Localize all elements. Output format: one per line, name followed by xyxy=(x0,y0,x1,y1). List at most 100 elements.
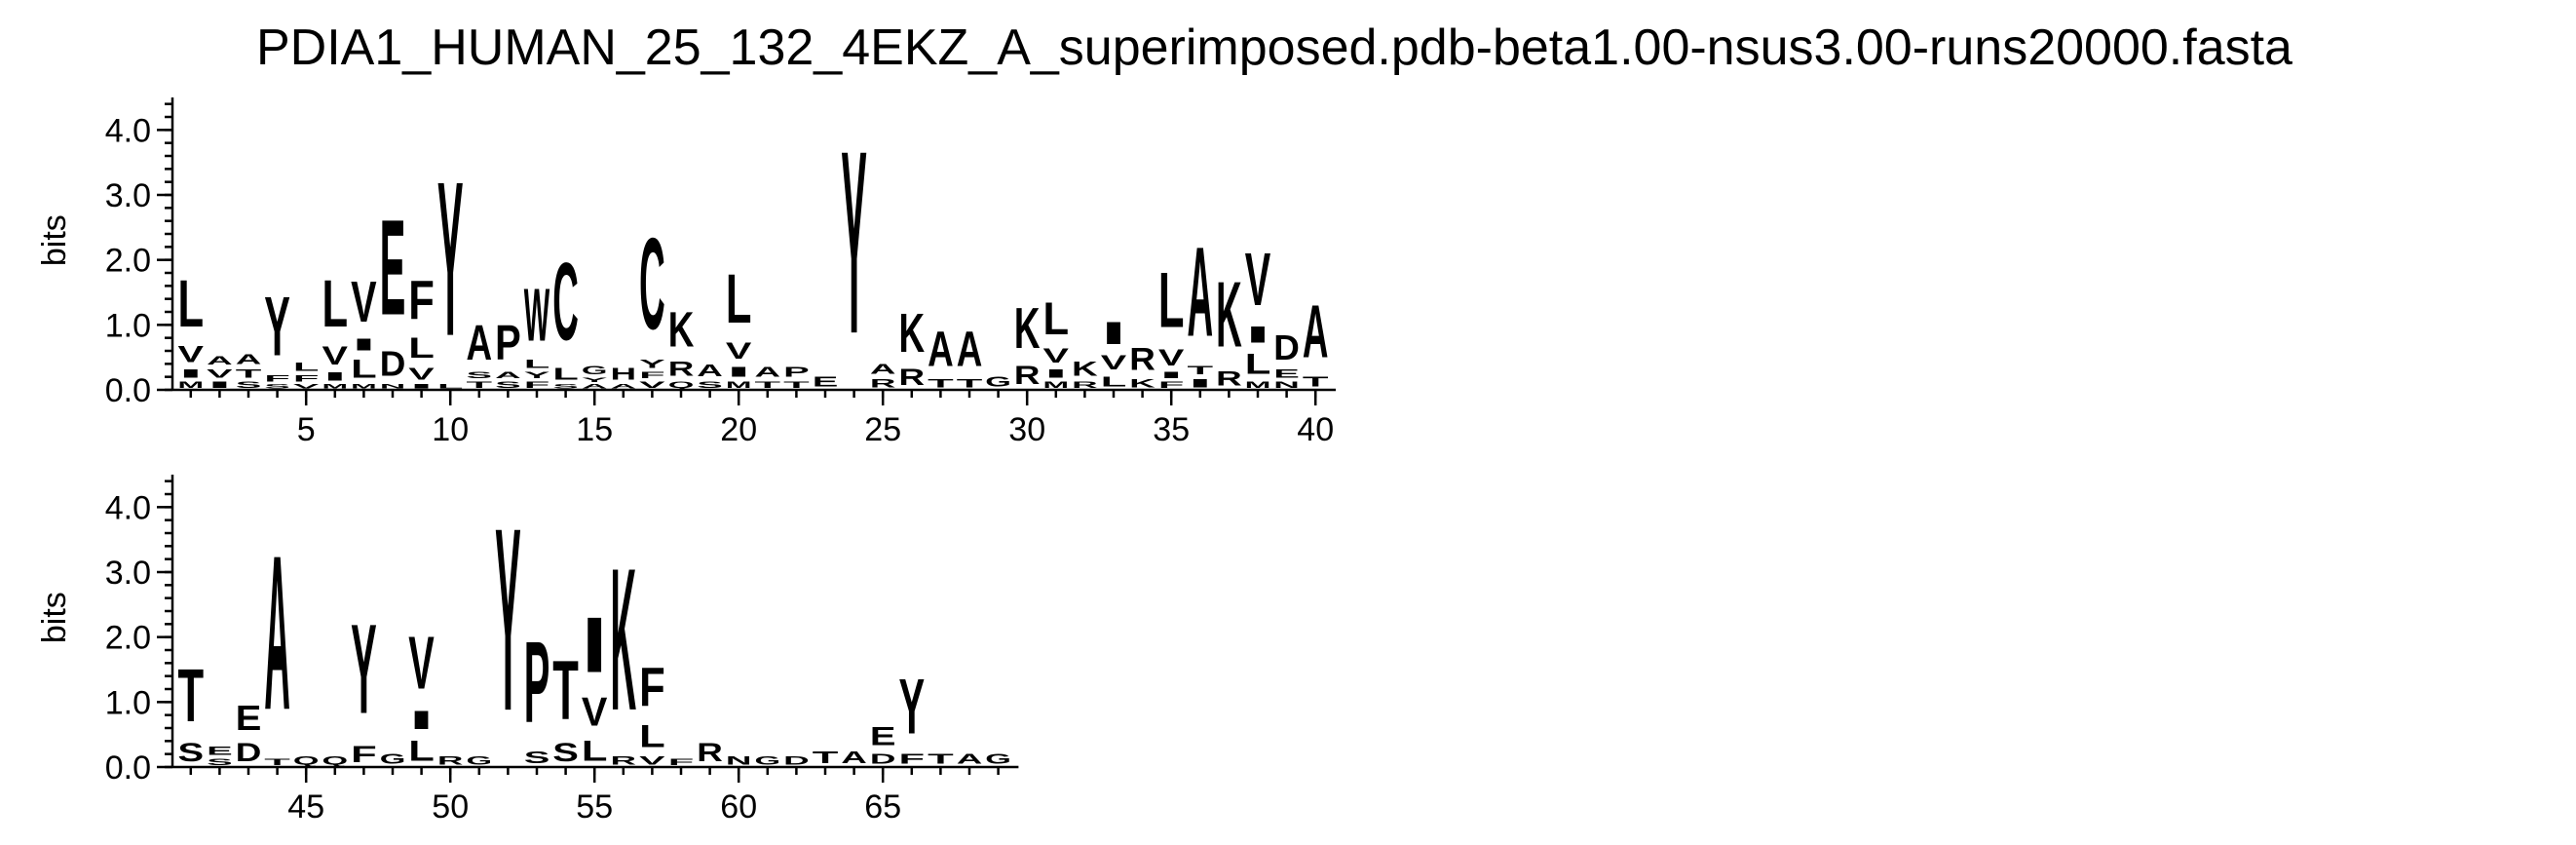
residue-letter-E: E xyxy=(813,374,839,390)
x-tick-label: 60 xyxy=(720,788,757,826)
residue-letter-K: K xyxy=(611,526,637,753)
residue-stack-56: RK xyxy=(611,526,637,767)
residue-letter-T: T xyxy=(755,380,781,390)
residue-letter-C: C xyxy=(552,240,579,363)
residue-letter-R: R xyxy=(1072,380,1098,390)
residue-letter-V: V xyxy=(639,754,665,767)
y-axis-label: bits xyxy=(36,592,73,643)
y-tick-label: 0.0 xyxy=(105,372,151,409)
residue-letter-T: T xyxy=(1303,373,1329,389)
residue-letter-T: T xyxy=(236,367,262,380)
residue-stack-5: VFL xyxy=(293,361,320,390)
residue-letter-D: D xyxy=(236,738,262,767)
residue-stack-36: ITA xyxy=(1188,221,1214,390)
residue-stack-22: TP xyxy=(783,365,810,390)
residue-stack-28: TA xyxy=(957,323,983,390)
residue-letter-R: R xyxy=(697,738,723,767)
residue-letter-N: N xyxy=(380,383,406,390)
x-tick-label: 65 xyxy=(864,788,901,826)
residue-letter-F: F xyxy=(293,373,320,383)
residue-letter-E: E xyxy=(236,700,262,739)
residue-stack-53: SP xyxy=(524,618,550,768)
residue-stack-52: Y xyxy=(495,474,521,765)
residue-stack-32: RK xyxy=(1072,358,1098,390)
residue-letter-I: I xyxy=(408,383,435,390)
residue-stack-63: T xyxy=(813,749,839,768)
residue-letter-I: I xyxy=(1043,367,1070,380)
residue-stack-29: G xyxy=(985,373,1011,390)
residue-letter-S: S xyxy=(207,757,233,767)
residue-letter-V: V xyxy=(408,364,435,383)
residue-letter-T: T xyxy=(957,377,983,390)
residue-letter-V: V xyxy=(293,383,320,390)
y-axis-label: bits xyxy=(36,214,73,266)
residue-letter-K: K xyxy=(1014,296,1041,361)
residue-letter-G: G xyxy=(985,750,1011,767)
residue-letter-L: L xyxy=(639,719,665,755)
residue-letter-E: E xyxy=(1273,367,1300,380)
residue-stack-64: A xyxy=(841,749,867,768)
residue-letter-L: L xyxy=(408,331,435,365)
x-tick-label: 55 xyxy=(576,788,613,826)
residue-stack-14: SLC xyxy=(552,240,579,390)
residue-letter-Y: Y xyxy=(495,474,521,765)
residue-stack-34: KR xyxy=(1129,341,1155,390)
residue-letter-L: L xyxy=(726,259,752,338)
residue-letter-N: N xyxy=(1273,380,1300,390)
residue-letter-I: I xyxy=(207,380,233,390)
residue-stack-44: TA xyxy=(264,510,290,767)
residue-stack-37: RK xyxy=(1216,264,1242,390)
residue-stack-3: STA xyxy=(236,351,262,390)
residue-stack-27: TA xyxy=(928,323,954,390)
y-tick-label: 3.0 xyxy=(105,555,151,592)
residue-letter-S: S xyxy=(264,383,290,390)
residue-letter-Q: Q xyxy=(322,754,349,767)
residue-stack-57: VLF xyxy=(639,656,665,767)
residue-letter-T: T xyxy=(813,749,839,768)
residue-letter-D: D xyxy=(380,344,406,383)
residue-stack-16: AH xyxy=(611,365,637,390)
x-tick-label: 25 xyxy=(864,411,901,448)
x-tick-label: 5 xyxy=(297,411,316,448)
residue-letter-H: H xyxy=(611,365,637,384)
residue-letter-K: K xyxy=(1072,358,1098,380)
residue-letter-Y: Y xyxy=(264,280,290,373)
y-tick-label: 2.0 xyxy=(105,620,151,657)
y-tick-label: 1.0 xyxy=(105,684,151,721)
residue-letter-Y: Y xyxy=(582,377,608,384)
residue-letter-V: V xyxy=(1043,344,1069,367)
residue-letter-S: S xyxy=(178,738,205,767)
residue-letter-F: F xyxy=(899,750,926,766)
residue-letter-G: G xyxy=(985,373,1011,390)
residue-letter-R: R xyxy=(668,358,695,380)
residue-letter-L: L xyxy=(408,734,435,767)
residue-stack-33: LVI xyxy=(1101,315,1127,389)
residue-letter-I: I xyxy=(726,364,752,380)
residue-letter-K: K xyxy=(1216,264,1242,367)
residue-stack-65: DE xyxy=(870,722,896,767)
x-tick-label: 40 xyxy=(1297,411,1334,448)
residue-letter-I: I xyxy=(322,370,349,383)
residue-letter-V: V xyxy=(639,380,664,390)
residue-letter-D: D xyxy=(870,750,896,766)
residue-stack-49: LIV xyxy=(408,621,435,766)
residue-stack-68: A xyxy=(957,750,983,766)
residue-letter-T: T xyxy=(178,654,205,738)
residue-letter-D: D xyxy=(783,754,810,767)
residue-letter-R: R xyxy=(611,754,637,767)
residue-letter-R: R xyxy=(870,377,896,390)
residue-letter-F: F xyxy=(408,269,435,331)
residue-letter-G: G xyxy=(582,365,608,377)
residue-stack-24: Y xyxy=(841,96,867,388)
residue-stack-48: G xyxy=(380,750,406,767)
residue-stack-46: Q xyxy=(322,754,349,767)
residue-letter-A: A xyxy=(467,316,493,370)
residue-letter-L: L xyxy=(293,361,320,373)
residue-letter-F: F xyxy=(639,370,665,380)
